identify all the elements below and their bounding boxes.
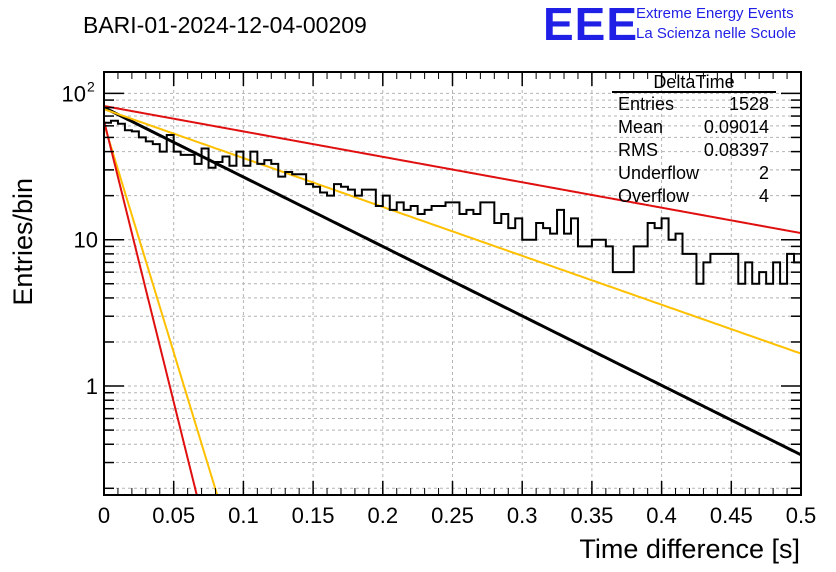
y-tick-label: 1 — [86, 374, 98, 399]
histogram-step-line — [104, 119, 801, 285]
stats-value-mean: 0.09014 — [704, 117, 769, 137]
x-tick-label: 0.2 — [368, 503, 399, 528]
stats-label-rms: RMS — [618, 140, 658, 160]
x-tick-label: 0.05 — [152, 503, 195, 528]
x-tick-label: 0.4 — [646, 503, 677, 528]
curve-reference-slow-yellow — [104, 108, 801, 355]
histogram-bin — [801, 284, 808, 285]
curve-reference-fast-red — [104, 120, 198, 495]
stats-label-mean: Mean — [618, 117, 663, 137]
y-tick-exponent: 2 — [87, 78, 95, 94]
stats-label-entries: Entries — [618, 94, 674, 114]
y-tick-label: 10 — [62, 81, 86, 106]
x-axis-title: Time difference [s] — [579, 534, 800, 564]
histogram-bin — [815, 298, 822, 299]
logo-line-2: La Scienza nelle Scuole — [636, 25, 796, 42]
logo-line-1: Extreme Energy Events — [636, 5, 794, 22]
histogram-bin — [829, 298, 836, 299]
histogram — [104, 119, 836, 299]
x-tick-label: 0.45 — [710, 503, 753, 528]
stats-box: DeltaTime Entries 1528 Mean 0.09014 RMS … — [612, 72, 776, 206]
x-tick-label: 0.3 — [507, 503, 538, 528]
x-tick-label: 0.1 — [228, 503, 259, 528]
x-tick-label: 0.5 — [786, 503, 817, 528]
curve-reference-slow-red — [104, 105, 801, 235]
stats-title: DeltaTime — [653, 72, 734, 92]
y-axis-title: Entries/bin — [8, 178, 38, 306]
x-tick-label: 0.35 — [570, 503, 613, 528]
x-tick-label: 0.25 — [431, 503, 474, 528]
stats-label-overflow: Overflow — [618, 186, 690, 206]
stats-value-underflow: 2 — [759, 163, 769, 183]
grid — [103, 72, 802, 495]
stats-value-rms: 0.08397 — [704, 140, 769, 160]
x-tick-label: 0.15 — [292, 503, 335, 528]
eee-logo: EEE Extreme Energy Events La Scienza nel… — [543, 0, 796, 50]
histogram-bin — [808, 272, 815, 273]
histogram-bin — [822, 284, 829, 285]
fit-curves — [104, 105, 801, 495]
run-title: BARI-01-2024-12-04-00209 — [83, 12, 367, 38]
curve-reference-fast-yellow — [104, 123, 219, 495]
logo-mark: EEE — [543, 0, 638, 50]
stats-label-underflow: Underflow — [618, 163, 700, 183]
axes: 0 0.05 0.1 0.15 0.2 0.25 0.3 0.35 0.4 0.45 0.5 1 10 1… — [62, 71, 817, 528]
y-tick-label: 10 — [74, 228, 98, 253]
x-tick-label: 0 — [98, 503, 110, 528]
stats-value-overflow: 4 — [759, 186, 769, 206]
curve-fit — [104, 106, 801, 457]
stats-value-entries: 1528 — [729, 94, 769, 114]
